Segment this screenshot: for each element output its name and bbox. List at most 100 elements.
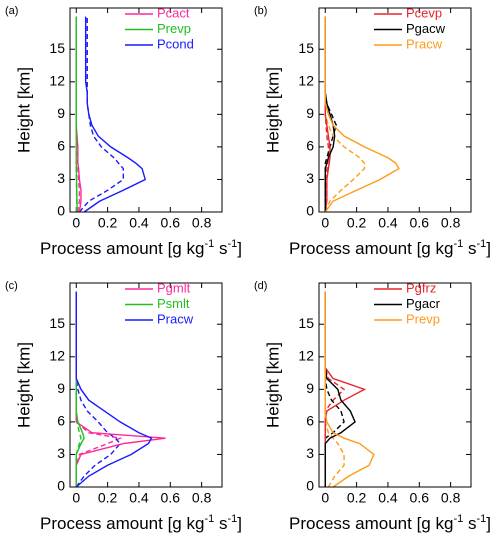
dashed-line — [78, 16, 124, 213]
x-tick-label: 0.8 — [441, 215, 461, 231]
x-axis-label-part: -1 — [227, 238, 237, 250]
legend-label: Prevp — [157, 21, 191, 36]
x-axis-label: Process amount [g kg-1 s-1] — [289, 238, 491, 259]
plot-frame — [69, 282, 223, 488]
x-tick-label: 0.2 — [347, 215, 367, 231]
y-tick-label: 9 — [57, 380, 65, 396]
x-tick-label: 0 — [321, 215, 329, 231]
x-tick-label: 0.6 — [410, 215, 430, 231]
x-axis-label-part: -1 — [227, 513, 237, 525]
y-axis-label: Height [km] — [14, 342, 33, 428]
x-axis-label-part: s — [463, 514, 476, 533]
x-axis-label-part: Process amount [g kg — [289, 514, 453, 533]
x-axis-label-part: Process amount [g kg — [40, 239, 204, 258]
y-tick-label: 12 — [49, 72, 65, 88]
dashed-line — [324, 291, 346, 487]
y-tick-label: 6 — [306, 138, 314, 154]
y-tick-label: 15 — [298, 40, 314, 56]
y-tick-label: 15 — [49, 40, 65, 56]
line — [324, 16, 400, 213]
x-axis-label-part: -1 — [476, 238, 486, 250]
legend-label: Psmlt — [157, 296, 190, 311]
legend-label: Pgacw — [406, 21, 446, 36]
plot-frame — [69, 7, 223, 213]
x-axis-label-part: -1 — [204, 513, 214, 525]
line — [75, 291, 153, 488]
x-axis-label: Process amount [g kg-1 s-1] — [40, 238, 242, 259]
x-tick-label: 0.6 — [410, 490, 430, 506]
y-tick-label: 0 — [57, 203, 65, 219]
x-tick-label: 0.8 — [441, 490, 461, 506]
plot-frame — [318, 282, 472, 488]
panel: (c) 0 3 6 9 12 15 0 0.2 0.4 0.6 0.8 Height [km] Proce… — [5, 280, 242, 534]
dashed-line — [75, 291, 123, 487]
panel: (a) 0 3 6 9 12 15 0 0.2 0.4 0.6 0.8 Height [km] Proce… — [5, 5, 242, 259]
panel-label: (d) — [254, 280, 267, 292]
y-tick-label: 15 — [298, 315, 314, 331]
y-tick-label: 3 — [57, 445, 65, 461]
y-tick-label: 0 — [57, 478, 65, 494]
x-axis-label-part: s — [463, 239, 476, 258]
x-tick-label: 0.4 — [378, 215, 398, 231]
x-axis-label-part: s — [214, 239, 227, 258]
y-tick-label: 0 — [306, 478, 314, 494]
x-axis-label-part: -1 — [204, 238, 214, 250]
y-tick-label: 6 — [57, 138, 65, 154]
x-axis-label: Process amount [g kg-1 s-1] — [289, 513, 491, 534]
y-tick-label: 12 — [49, 347, 65, 363]
y-tick-label: 3 — [306, 445, 314, 461]
y-tick-label: 9 — [57, 105, 65, 121]
line — [324, 291, 356, 487]
panel-label: (b) — [254, 5, 267, 17]
x-tick-label: 0.6 — [161, 490, 181, 506]
panel: (b) 0 3 6 9 12 15 0 0.2 0.4 0.6 0.8 Height [km] Proce… — [254, 5, 491, 259]
x-tick-label: 0.8 — [192, 490, 212, 506]
dashed-line — [75, 291, 122, 488]
legend-label: Pgmlt — [157, 280, 191, 295]
y-tick-label: 15 — [49, 315, 65, 331]
x-tick-label: 0.2 — [98, 490, 118, 506]
x-axis-label-part: Process amount [g kg — [289, 239, 453, 258]
y-axis-label: Height [km] — [14, 67, 33, 153]
x-axis-label-part: Process amount [g kg — [40, 514, 204, 533]
panel-label: (c) — [5, 280, 18, 292]
legend-label: Pracw — [406, 36, 443, 51]
y-axis-label: Height [km] — [263, 342, 282, 428]
legend-label: Pracw — [157, 311, 194, 326]
x-axis-label-part: -1 — [453, 238, 463, 250]
x-tick-label: 0 — [72, 490, 80, 506]
y-tick-label: 3 — [57, 170, 65, 186]
dashed-line — [324, 291, 345, 488]
x-tick-label: 0.4 — [129, 490, 149, 506]
x-tick-label: 0.2 — [98, 215, 118, 231]
x-axis-label-part: ] — [237, 239, 242, 258]
line — [75, 291, 166, 487]
panel-label: (a) — [5, 5, 18, 17]
y-tick-label: 3 — [306, 170, 314, 186]
x-tick-label: 0.2 — [347, 490, 367, 506]
legend-label: Pcevp — [406, 5, 442, 20]
legend-label: Prevp — [406, 311, 440, 326]
line — [324, 291, 375, 488]
line — [75, 16, 78, 212]
x-axis-label-part: ] — [237, 514, 242, 533]
y-tick-label: 6 — [57, 413, 65, 429]
legend-label: Pgfrz — [406, 280, 436, 295]
panel: (d) 0 3 6 9 12 15 0 0.2 0.4 0.6 0.8 Height [km] Proce… — [254, 280, 491, 534]
x-tick-label: 0 — [72, 215, 80, 231]
y-tick-label: 12 — [298, 347, 314, 363]
x-tick-label: 0 — [321, 490, 329, 506]
x-axis-label-part: ] — [486, 239, 491, 258]
y-tick-label: 0 — [306, 203, 314, 219]
legend-label: Pgacr — [406, 296, 441, 311]
x-axis-label-part: -1 — [453, 513, 463, 525]
y-tick-label: 12 — [298, 72, 314, 88]
x-tick-label: 0.4 — [378, 490, 398, 506]
legend-label: Pcact — [157, 5, 190, 20]
x-axis-label-part: ] — [486, 514, 491, 533]
x-axis-label: Process amount [g kg-1 s-1] — [40, 513, 242, 534]
y-tick-label: 9 — [306, 105, 314, 121]
x-tick-label: 0.6 — [161, 215, 181, 231]
